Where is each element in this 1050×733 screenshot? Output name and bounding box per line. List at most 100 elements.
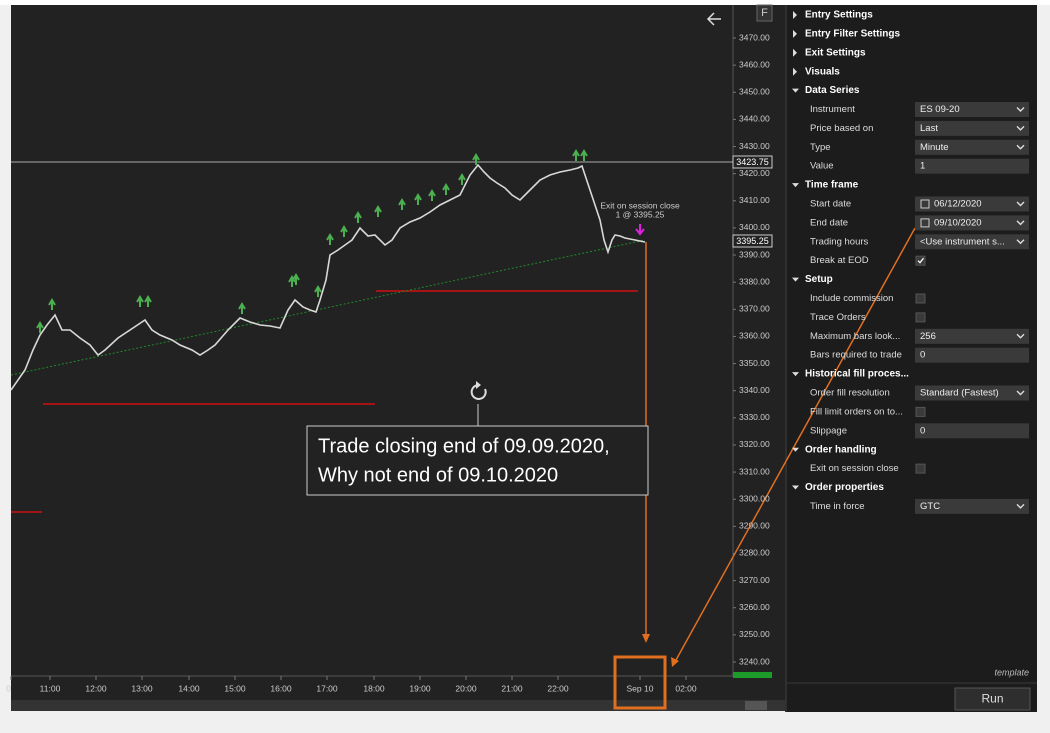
section-title: Time frame [805, 180, 859, 191]
dropdown-arrow [1016, 144, 1025, 150]
price-label: 3420.00 [739, 168, 770, 178]
dropdown[interactable] [915, 328, 1029, 344]
dropdown[interactable] [915, 102, 1029, 117]
price-label: 3240.00 [739, 656, 770, 666]
price-label: 3340.00 [739, 385, 770, 395]
entry-arrow [458, 173, 466, 185]
setting-label: Type [810, 142, 831, 153]
setting-value: Minute [920, 142, 949, 153]
run-button[interactable] [954, 687, 1031, 711]
price-label: 3400.00 [739, 222, 770, 232]
price-label: 3470.00 [739, 32, 770, 42]
entry-arrow [48, 298, 56, 310]
section-title: Data Series [805, 85, 860, 96]
time-label: 12:00 [85, 683, 107, 693]
dropdown[interactable] [915, 120, 1029, 136]
dropdown[interactable] [915, 196, 1029, 212]
expander[interactable] [793, 29, 797, 38]
setting-label: End date [810, 217, 848, 228]
section-title: Visuals [805, 66, 840, 77]
section-title: Order handling [805, 444, 877, 455]
checkbox[interactable] [915, 312, 926, 323]
scroll-thumb[interactable] [745, 701, 767, 710]
time-label: 17:00 [316, 683, 338, 693]
back-arrow[interactable] [706, 12, 721, 26]
price-label: 3270.00 [739, 575, 770, 585]
price-label: 3350.00 [739, 358, 770, 368]
dropdown[interactable] [915, 234, 1029, 250]
exit-marker [635, 224, 645, 236]
section-title: Order properties [805, 482, 884, 493]
expander[interactable] [792, 183, 799, 188]
calendar-icon [920, 199, 930, 209]
dropdown-arrow [1016, 333, 1025, 339]
price-label: 3250.00 [739, 629, 770, 639]
arrow-head [642, 634, 650, 643]
entry-arrow [292, 273, 300, 285]
dropdown[interactable] [915, 139, 1029, 155]
price-label: 3370.00 [739, 304, 770, 314]
dropdown-arrow [1016, 390, 1025, 396]
dropdown[interactable] [915, 215, 1029, 231]
setting-label: Time in force [810, 501, 865, 512]
section-title: Historical fill proces... [805, 369, 909, 380]
expander[interactable] [793, 11, 797, 19]
setting-value: 06/12/2020 [934, 199, 982, 210]
setting-value: 09/10/2020 [934, 217, 982, 228]
price-label: 3260.00 [739, 602, 770, 612]
entry-arrow [442, 183, 450, 195]
time-label: 16:00 [270, 683, 292, 693]
f-button-label: F [761, 7, 768, 19]
scrollbar[interactable] [11, 700, 785, 711]
price-label: 3460.00 [739, 59, 770, 69]
checkbox[interactable] [915, 255, 926, 266]
checkbox[interactable] [915, 293, 926, 304]
expander[interactable] [793, 48, 797, 57]
dropdown[interactable] [915, 498, 1029, 514]
checkbox[interactable] [915, 463, 926, 474]
f-button[interactable] [756, 4, 773, 22]
price-label: 3300.00 [739, 493, 770, 503]
text-field[interactable] [915, 347, 1029, 363]
setting-value: 0 [920, 425, 925, 436]
run-button-label: Run [981, 692, 1003, 706]
expander[interactable] [792, 88, 799, 93]
expander[interactable] [792, 447, 799, 452]
setting-value: 0 [920, 350, 925, 361]
dropdown-arrow [1016, 125, 1025, 131]
entry-arrow [238, 302, 246, 314]
exit-label: 1 @ 3395.25 [616, 209, 665, 219]
text-field[interactable] [915, 158, 1029, 174]
price-label: 3390.00 [739, 249, 770, 259]
setting-label: Start date [810, 199, 851, 210]
expander[interactable] [792, 485, 799, 490]
rotate-arrow [476, 381, 481, 389]
setting-label: Maximum bars look... [810, 331, 900, 342]
time-label: 18:00 [363, 683, 385, 693]
expander[interactable] [793, 67, 797, 76]
time-label: 0 [6, 683, 11, 693]
price-label: 3380.00 [739, 276, 770, 286]
last-price-box [732, 155, 773, 169]
price-label: 3310.00 [739, 466, 770, 476]
rotate-handle[interactable] [470, 384, 487, 400]
orange-arrow [675, 227, 916, 661]
dropdown-arrow [1016, 220, 1025, 226]
entry-arrow [472, 153, 480, 165]
expander[interactable] [792, 372, 799, 377]
expander[interactable] [792, 277, 799, 282]
text-field[interactable] [915, 423, 1029, 439]
highlight-box [613, 655, 667, 710]
checkbox[interactable] [915, 406, 926, 417]
entry-arrow [414, 193, 422, 205]
current-price: 3395.25 [736, 236, 769, 246]
time-label: 20:00 [455, 683, 477, 693]
setting-label: Price based on [810, 123, 873, 134]
section-title: Entry Filter Settings [805, 29, 900, 40]
section-title: Setup [805, 274, 833, 285]
setting-label: Trading hours [810, 236, 869, 247]
callout-box[interactable] [306, 425, 649, 496]
price-axis [733, 5, 785, 700]
dropdown[interactable] [915, 385, 1029, 401]
price-label: 3320.00 [739, 439, 770, 449]
